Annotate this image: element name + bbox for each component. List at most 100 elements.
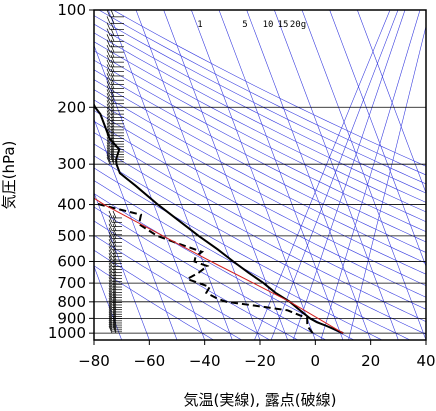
- dry-adiabat-line: [94, 155, 426, 335]
- x-axis-title: 気温(実線), 露点(破線): [184, 391, 337, 409]
- wind-barb-flag: [112, 290, 117, 298]
- dry-adiabat-line: [94, 110, 426, 286]
- wind-barb-flag: [112, 292, 117, 301]
- isotherm-line: [329, 10, 426, 268]
- wind-barb-flag: [110, 139, 115, 147]
- wind-barb-flag: [106, 16, 111, 24]
- wind-barb-flag: [108, 223, 113, 231]
- wind-barb-flag: [108, 239, 113, 247]
- wind-barb-flag: [110, 85, 115, 93]
- mixing-ratio-line: [270, 10, 399, 340]
- dry-adiabat-line: [94, 15, 426, 185]
- mixing-ratio-line: [292, 10, 406, 340]
- mixing-ratio-labels: 1 5 10 15 20g: [197, 20, 306, 30]
- wind-barb-flag: [106, 152, 111, 160]
- wind-barb-flag: [106, 125, 111, 134]
- wind-barb-flag: [112, 322, 117, 330]
- wind-barb-flag: [112, 210, 117, 219]
- wind-barb-flag: [112, 302, 117, 310]
- wind-barb-flag: [106, 55, 111, 63]
- wind-barb-flag: [106, 39, 111, 47]
- mixing-ratio-line: [254, 10, 391, 340]
- wind-barb-flag: [110, 64, 115, 72]
- wind-barb-flag: [110, 68, 115, 77]
- wind-barb-flag: [106, 154, 111, 162]
- mixing-ratio-line: [320, 10, 421, 340]
- wind-barb-flag: [106, 68, 111, 77]
- dry-adiabat-line: [98, 10, 426, 176]
- wind-barb-flag: [106, 134, 111, 142]
- wind-barb-flag: [108, 315, 113, 324]
- isotherm-line: [301, 10, 426, 340]
- isotherm-line: [357, 10, 426, 194]
- wind-barb-flag: [108, 249, 113, 257]
- wind-barb-flag: [112, 223, 117, 231]
- y-tick-label: 100: [57, 1, 86, 19]
- wind-barb-flag: [113, 10, 114, 11]
- wind-barb-flag: [106, 10, 111, 17]
- wind-barb-flag: [110, 142, 115, 150]
- wind-barb-flag: [112, 231, 117, 239]
- dry-adiabat-line: [94, 79, 426, 253]
- mixing-ratio-label: 10: [263, 20, 274, 30]
- wind-barb-flag: [108, 313, 113, 321]
- wind-barb-flag: [110, 81, 115, 89]
- dry-adiabat-line: [94, 69, 426, 243]
- wind-barb-flag: [110, 144, 115, 153]
- wind-barb-flag: [108, 300, 113, 308]
- wind-barb-flag: [110, 154, 115, 162]
- y-tick-label: 700: [57, 274, 86, 292]
- wind-barb-flag: [106, 77, 111, 85]
- mixing-ratio-label: 15: [278, 20, 289, 30]
- isopleth-lines: [94, 10, 426, 340]
- wind-barb-flag: [108, 219, 113, 227]
- dry-adiabat-line: [94, 234, 270, 340]
- y-tick-label: 400: [57, 196, 86, 214]
- pressure-gridlines: [94, 10, 426, 334]
- y-tick-label: 800: [57, 293, 86, 311]
- wind-barb-flag: [108, 317, 113, 326]
- dry-adiabat-line: [94, 89, 426, 264]
- dry-adiabat-line: [94, 143, 426, 323]
- wind-barb-flag: [108, 242, 113, 250]
- wind-barb-flag: [108, 231, 113, 239]
- wind-barb-flag: [108, 326, 113, 334]
- mixing-ratio-line: [348, 24, 426, 340]
- wind-barb-flag: [112, 309, 117, 317]
- wind-barb-flag: [108, 295, 113, 303]
- dry-adiabat-line: [94, 50, 426, 223]
- wind-barb-flag: [108, 277, 113, 285]
- y-tick-label: 200: [57, 98, 86, 116]
- wind-barb-flag: [112, 295, 117, 303]
- wind-barb-flag: [106, 144, 111, 153]
- y-tick-label: 500: [57, 227, 86, 245]
- dry-adiabat-line: [94, 249, 242, 340]
- y-tick-label: 600: [57, 252, 86, 270]
- wind-barb-flag: [108, 271, 113, 279]
- isotherm-line: [94, 44, 205, 340]
- wind-barb-flag: [108, 215, 113, 223]
- mixing-ratio-label: 5: [242, 20, 247, 30]
- parcel-line: [94, 197, 344, 334]
- dry-adiabat-line: [94, 41, 426, 213]
- wind-barb-flag: [108, 287, 113, 296]
- wind-barb-flag: [110, 119, 115, 128]
- wind-barb-flag: [106, 113, 111, 121]
- wind-barb-flag: [106, 142, 111, 150]
- wind-barb-flag: [108, 268, 113, 276]
- wind-barb-flag: [108, 265, 113, 273]
- dewpoint-line: [94, 201, 314, 334]
- dry-adiabat-line: [94, 59, 426, 232]
- dry-adiabat-line: [94, 32, 426, 203]
- wind-barb-flag: [108, 304, 113, 313]
- dry-adiabat-line: [94, 23, 426, 194]
- wind-barb-flag: [110, 73, 115, 81]
- x-tick-label: 0: [311, 352, 321, 370]
- x-tick-label: 20: [361, 352, 380, 370]
- wind-barb-flag: [110, 16, 115, 24]
- wind-barb-flag: [110, 157, 115, 165]
- wind-barbs: [106, 10, 124, 334]
- wind-barb-flag: [108, 279, 113, 288]
- wind-barb-flag: [106, 149, 111, 158]
